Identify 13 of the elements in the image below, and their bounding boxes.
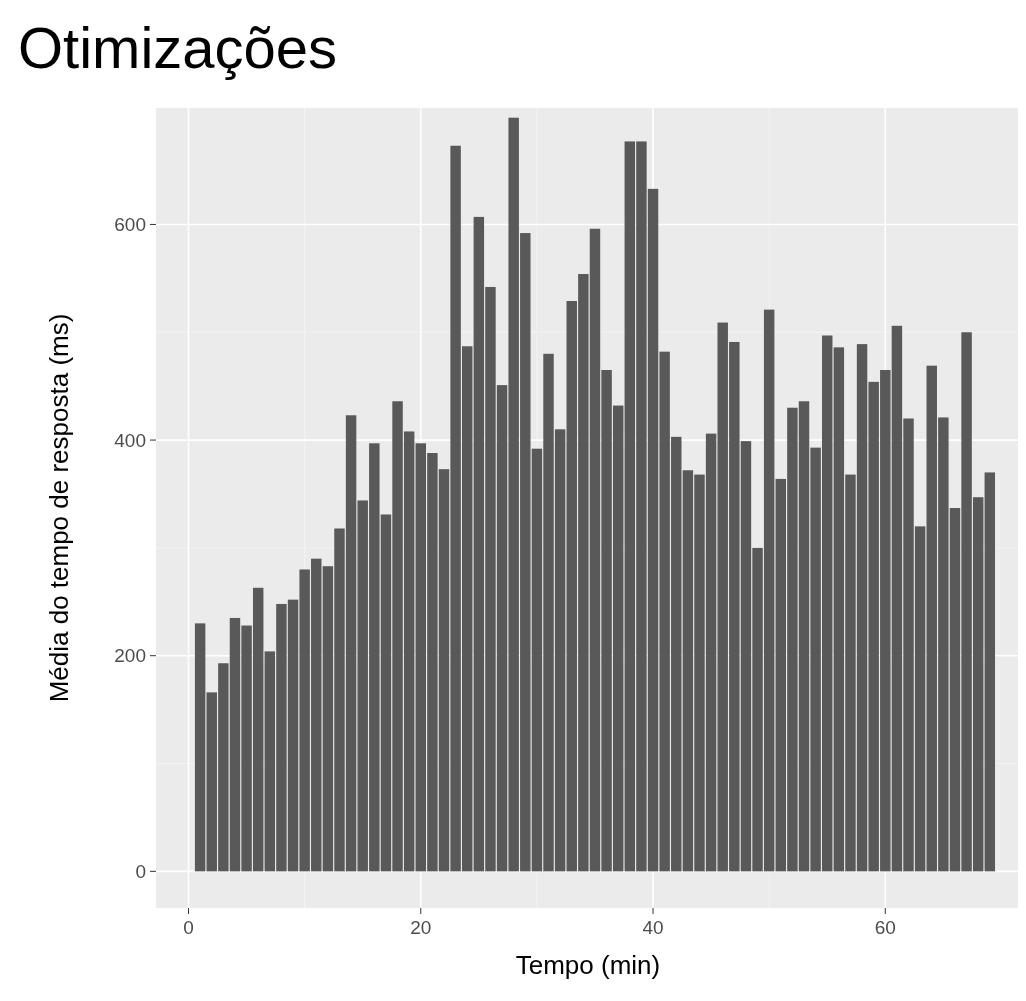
- x-tick-label: 60: [874, 917, 896, 938]
- y-tick-label: 600: [114, 214, 146, 236]
- y-axis-title: Média do tempo de resposta (ms): [44, 313, 74, 703]
- x-axis-title: Tempo (min): [515, 950, 661, 980]
- bar: [194, 623, 206, 872]
- x-tick-label: 0: [183, 917, 194, 938]
- x-tick-label: 20: [410, 917, 432, 938]
- x-tick-label: 40: [642, 917, 664, 938]
- y-tick-label: 400: [114, 429, 146, 451]
- bar: [984, 472, 996, 872]
- y-tick-label: 0: [135, 860, 146, 882]
- chart-title: Otimizações: [18, 15, 338, 80]
- y-tick-label: 200: [114, 645, 146, 667]
